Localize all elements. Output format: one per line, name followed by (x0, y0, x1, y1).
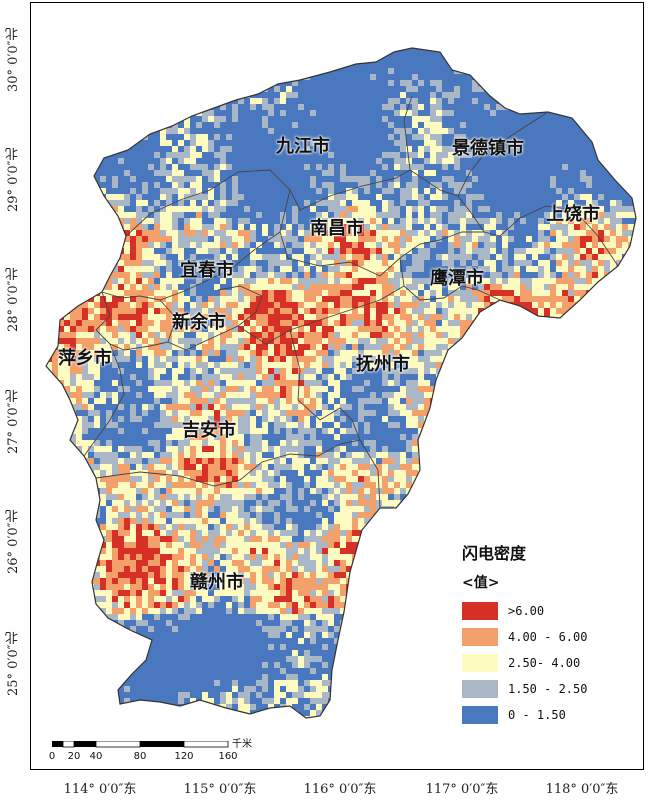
city-label-jiujiang: 九江市 (276, 136, 330, 157)
lat-label-26: 26° 0′0″北 (6, 509, 21, 575)
legend-label: >6.00 (508, 604, 545, 618)
city-label-jingdezhen: 景德镇市 (452, 138, 524, 159)
lat-label-30: 30° 0′0″北 (6, 27, 21, 93)
legend-swatch (462, 602, 498, 620)
lon-label-118: 118° 0′0″东 (545, 782, 619, 797)
scale-unit: 千米 (232, 739, 252, 750)
city-boundaries (83, 95, 619, 509)
city-label-pingxiang: 萍乡市 (58, 348, 112, 369)
legend-item: >6.00 (462, 598, 632, 624)
city-label-shangrao: 上饶市 (546, 204, 600, 225)
scale-bar: 0 20 40 80 120 160 千米 (48, 737, 252, 767)
scale-bar-graphic (52, 741, 229, 748)
scale-tick: 40 (89, 751, 103, 762)
legend-item: 4.00 - 6.00 (462, 624, 632, 650)
city-label-nanchang: 南昌市 (310, 218, 364, 239)
lat-label-28: 28° 0′0″北 (6, 267, 21, 333)
scale-tick: 80 (133, 751, 147, 762)
city-label-xinyu: 新余市 (172, 312, 226, 333)
legend-label: 2.50- 4.00 (508, 656, 581, 670)
lon-label-115: 115° 0′0″东 (183, 782, 257, 797)
legend-swatch (462, 680, 498, 698)
lat-label-25: 25° 0′0″北 (6, 631, 21, 697)
legend-item: 1.50 - 2.50 (462, 676, 632, 702)
lon-label-116: 116° 0′0″东 (303, 782, 377, 797)
lat-label-29: 29° 0′0″北 (6, 147, 21, 213)
scale-tick: 120 (174, 751, 194, 762)
legend: 闪电密度 <值> >6.00 4.00 - 6.00 2.50- 4.00 1.… (462, 540, 632, 728)
lat-label-27: 27° 0′0″北 (6, 389, 21, 455)
legend-swatch (462, 706, 498, 724)
legend-label: 0 - 1.50 (508, 708, 566, 722)
city-label-yingtan: 鹰潭市 (430, 268, 484, 289)
lon-label-117: 117° 0′0″东 (425, 782, 499, 797)
legend-swatch (462, 628, 498, 646)
city-label-jian: 吉安市 (182, 420, 236, 441)
lon-label-114: 114° 0′0″东 (63, 782, 137, 797)
scale-tick: 0 (48, 751, 56, 762)
scale-tick: 160 (218, 751, 238, 762)
legend-item: 0 - 1.50 (462, 702, 632, 728)
scale-tick: 20 (67, 751, 81, 762)
city-label-yichun: 宜春市 (180, 260, 234, 281)
legend-subtitle: <值> (462, 575, 500, 591)
city-label-fuzhou: 抚州市 (356, 354, 410, 375)
legend-label: 1.50 - 2.50 (508, 682, 588, 696)
legend-label: 4.00 - 6.00 (508, 630, 588, 644)
legend-title: 闪电密度 (462, 544, 527, 563)
city-label-ganzhou: 赣州市 (190, 572, 244, 593)
legend-swatch (462, 654, 498, 672)
legend-item: 2.50- 4.00 (462, 650, 632, 676)
